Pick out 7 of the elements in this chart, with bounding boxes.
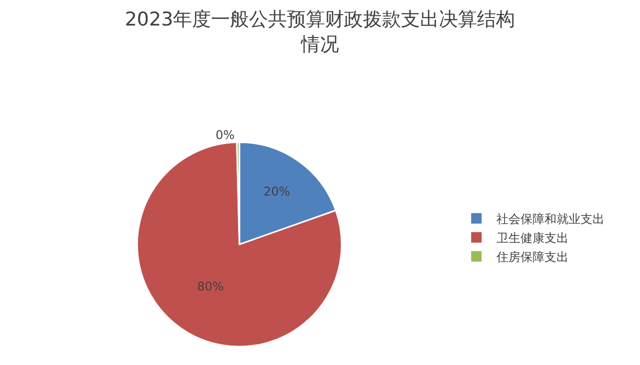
data-label: 80% — [197, 279, 224, 294]
data-label: 0% — [216, 128, 235, 142]
legend-label: 社会保障和就业支出 — [496, 212, 604, 226]
chart-title: 2023年度一般公共预算财政拨款支出决算结构情况 — [124, 8, 516, 56]
data-label: 20% — [263, 184, 290, 199]
legend-label: 卫生健康支出 — [496, 231, 568, 246]
legend-label: 住房保障支出 — [495, 250, 568, 264]
